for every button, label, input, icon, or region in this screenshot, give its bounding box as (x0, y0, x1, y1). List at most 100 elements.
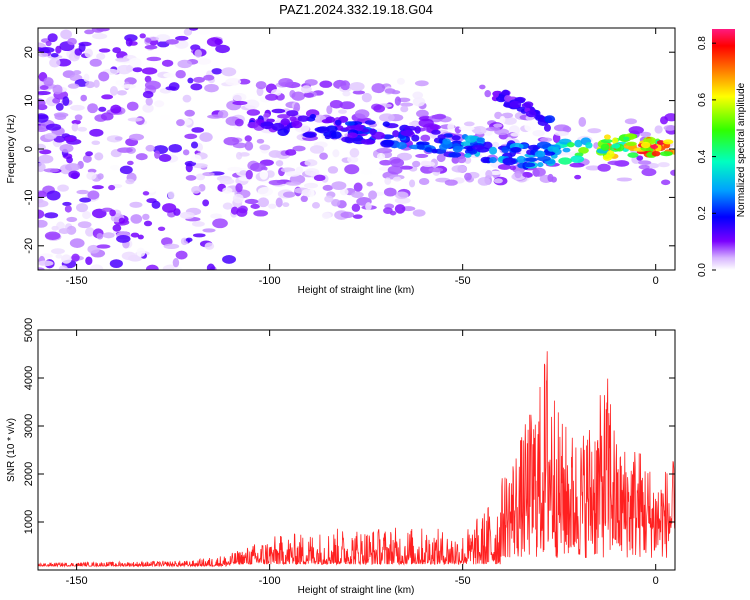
colorbar-ticks: 0.0 0.2 0.4 0.6 0.8 (697, 36, 716, 277)
spectrogram-heatmap (38, 28, 675, 270)
spectrogram-cell (524, 122, 536, 132)
spectrogram-x-ticks: -150 -100 -50 0 (66, 28, 659, 287)
spectrogram-cell (245, 169, 253, 180)
spectrogram-cell (145, 183, 157, 193)
spectrogram-cell (98, 106, 107, 112)
spectrogram-cell (38, 267, 45, 270)
spectrogram-cell (371, 83, 386, 94)
spectrogram-cell (78, 43, 86, 53)
spectrogram-cell (207, 114, 223, 119)
spectrogram-cell (309, 113, 316, 119)
spectrogram-cell (464, 156, 472, 164)
spectrogram-cell (46, 190, 61, 201)
spectrogram-cell (144, 75, 152, 83)
spectrogram-cell (235, 183, 243, 193)
spectrogram-cell (394, 197, 411, 204)
spectrogram-cell (76, 189, 89, 195)
spectrogram-cell (477, 177, 491, 186)
spectrogram-cell (321, 118, 333, 124)
spectrogram-cell (603, 134, 611, 140)
spectrogram-cell (280, 118, 290, 126)
spectrogram-cell (84, 29, 95, 35)
spectrogram-cell (624, 118, 638, 125)
spectrogram-cell (215, 44, 230, 54)
spectrogram-cell (606, 150, 615, 158)
spectrogram-cell (625, 141, 637, 146)
spectrogram-cell (43, 77, 54, 87)
spectrogram-cell (96, 233, 104, 240)
spectrogram-cell (472, 144, 485, 151)
spectrogram-cell (368, 190, 378, 200)
spectrogram-cell (191, 163, 208, 169)
spectrogram-cell (182, 94, 192, 103)
spectrogram-cell (322, 184, 333, 191)
spectrogram-cell (509, 100, 522, 109)
spectrogram-cell (379, 159, 393, 166)
spectrogram-cell (451, 135, 461, 141)
spectrogram-cell (265, 93, 279, 101)
spectrogram-cell (71, 123, 79, 132)
spectrogram-cell (85, 151, 93, 157)
spectrogram-cell (303, 92, 315, 98)
spectrogram-cell (351, 191, 364, 198)
spectrogram-cell (437, 134, 447, 139)
spectrogram-cell (324, 134, 331, 140)
spectrogram-cell (360, 138, 375, 145)
spectrogram-cell (239, 170, 248, 176)
spectrogram-cell (79, 197, 92, 203)
spectrogram-cell (271, 108, 286, 114)
spectrogram-cell (442, 138, 451, 145)
spectrogram-cell (101, 94, 114, 100)
spectrogram-cell (236, 208, 248, 217)
spectrogram-cell (204, 83, 219, 93)
spectrogram-cell (87, 103, 98, 114)
spectrogram-cell (202, 101, 214, 109)
spectrogram-cell (452, 146, 463, 153)
spectrogram-cell (349, 148, 360, 158)
spectrogram-cell (112, 224, 122, 232)
spectrogram-cell (60, 29, 72, 40)
spectrogram-cell (566, 142, 575, 148)
spectrogram-cell (387, 165, 403, 175)
spectrogram-cell (130, 214, 143, 224)
spectrogram-cell (384, 177, 392, 185)
spectrogram-cell (260, 121, 274, 127)
spectrogram-cell (219, 124, 231, 132)
spectrogram-cell (627, 152, 639, 158)
spectrogram-cell (392, 176, 402, 182)
spectrogram-cell (476, 137, 485, 143)
spectrogram-cell (354, 124, 364, 132)
spectrogram-cell (83, 73, 90, 82)
spectrogram-cell (291, 120, 303, 129)
spectrogram-cell (444, 179, 458, 186)
spectrogram-cell (628, 126, 644, 135)
spectrogram-cell (539, 137, 553, 142)
spectrogram-cell (278, 77, 294, 88)
spectrogram-cell (297, 115, 310, 122)
y-tick-label: 10 (23, 94, 35, 106)
y-tick-label: 1000 (23, 510, 35, 534)
spectrogram-cell (416, 144, 425, 150)
spectrogram-cell (132, 67, 143, 73)
spectrogram-cell (384, 88, 396, 94)
spectrogram-cell (660, 116, 669, 125)
spectrogram-cell (403, 125, 417, 131)
spectrogram-cell (657, 162, 670, 168)
spectrogram-cell (96, 244, 111, 249)
spectrogram-cell (202, 199, 210, 207)
spectrogram-y-label: Frequency (Hz) (6, 115, 17, 184)
spectrogram-cell (554, 131, 569, 137)
spectrogram-cell (376, 153, 386, 160)
spectrogram-cell (574, 139, 583, 148)
spectrogram-cell (396, 77, 405, 85)
spectrogram-cell (382, 121, 390, 127)
spectrogram-cell (66, 216, 78, 222)
spectrogram-cell (184, 109, 195, 117)
spectrogram-cell (360, 169, 373, 175)
spectrogram-cell (408, 121, 421, 126)
spectrogram-cell (389, 210, 397, 216)
spectrogram-cell (168, 143, 182, 153)
spectrogram-cell (84, 48, 93, 58)
spectrogram-cell (412, 96, 426, 107)
